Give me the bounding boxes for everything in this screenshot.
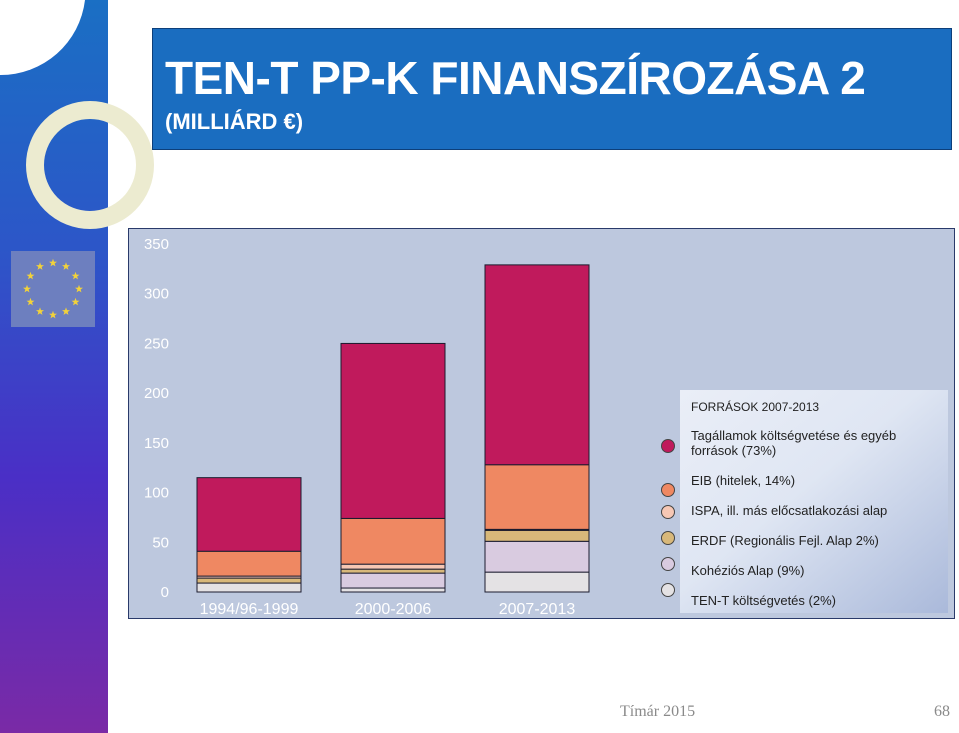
bar-segment-tagallamok (484, 264, 590, 466)
eu-star (36, 262, 44, 270)
legend-swatch-tagallamok (661, 439, 675, 453)
y-tick-label: 200 (144, 385, 169, 402)
bar-segment-erdf (340, 568, 446, 574)
legend-label-tent: TEN-T költségvetés (2%) (691, 593, 836, 608)
legend-title: FORRÁSOK 2007-2013 (691, 400, 820, 414)
x-category-label: 2007-2013 (499, 601, 576, 618)
y-tick-label: 150 (144, 435, 169, 452)
eu-star (26, 297, 35, 306)
legend-swatch-tent (661, 583, 675, 597)
bar-segment-kohezios (484, 540, 590, 573)
stacked-bar-chart: 0 50 100 150 200 250 300 350 1994/96-1999 2000-2… (144, 236, 590, 618)
eu-star (71, 271, 80, 280)
eu-star (49, 310, 57, 319)
eu-star (26, 271, 35, 280)
chart-panel: 0 50 100 150 200 250 300 350 1994/96-1999 2000-2… (128, 228, 955, 619)
x-category-label: 1994/96-1999 (200, 601, 299, 618)
y-tick-label: 100 (144, 485, 169, 502)
eu-star (71, 297, 80, 306)
legend-label-eib: EIB (hitelek, 14%) (691, 473, 796, 488)
y-tick-label: 50 (152, 534, 169, 551)
legend-swatch-erdf (661, 531, 675, 545)
legend: FORRÁSOK 2007-2013 Tagállamok költségvet… (680, 390, 948, 613)
legend-label-ispa: ISPA, ill. más előcsatlakozási alap (691, 503, 888, 518)
y-tick-label: 250 (144, 335, 169, 352)
bar-segment-eib (196, 550, 302, 577)
eu-star (62, 262, 70, 270)
x-category-label: 2000-2006 (355, 601, 432, 618)
page-number: 68 (934, 703, 950, 720)
eu-star (62, 307, 70, 315)
bar-segment-erdf (484, 529, 590, 542)
deco-arc-top (0, 0, 85, 76)
y-tick-label: 350 (144, 236, 169, 253)
bar-segment-erdf (196, 577, 302, 584)
bar-segment-eib (484, 464, 590, 530)
y-tick-label: 300 (144, 286, 169, 303)
legend-swatch-kohezios (661, 557, 675, 571)
footer-author: Tímár 2015 (620, 703, 696, 720)
legend-label-kohezios: Kohéziós Alap (9%) (691, 563, 805, 578)
bar-segment-tagallamok (340, 342, 446, 519)
legend-label-erdf: ERDF (Regionális Fejl. Alap 2%) (691, 533, 879, 548)
bar-segment-tent (340, 587, 446, 593)
slide-subtitle: (MILLIÁRD €) (165, 109, 304, 134)
legend-swatch-ispa (661, 505, 675, 519)
eu-star (36, 307, 44, 315)
bar-segment-tagallamok (196, 477, 302, 552)
deco-ring (26, 101, 154, 229)
eu-star (75, 284, 83, 293)
decorative-arcs (0, 0, 154, 229)
legend-label-tagallamok: Tagállamok költségvetése és egyéb forrás… (691, 428, 897, 458)
eu-star (23, 284, 31, 293)
y-tick-label: 0 (161, 584, 169, 601)
title-box: TEN-T PP-K FINANSZÍROZÁSA 2 (MILLIÁRD €) (152, 28, 952, 150)
bar-segment-tent (484, 571, 590, 593)
eu-star (49, 258, 57, 267)
bar-segment-kohezios (340, 572, 446, 589)
bar-segment-eib (340, 517, 446, 565)
slide-title: TEN-T PP-K FINANSZÍROZÁSA 2 (165, 52, 866, 104)
bar-segment-ispa (340, 563, 446, 570)
legend-swatch-eib (661, 483, 675, 497)
eu-flag (11, 251, 95, 327)
bar-segment-tent (196, 582, 302, 593)
